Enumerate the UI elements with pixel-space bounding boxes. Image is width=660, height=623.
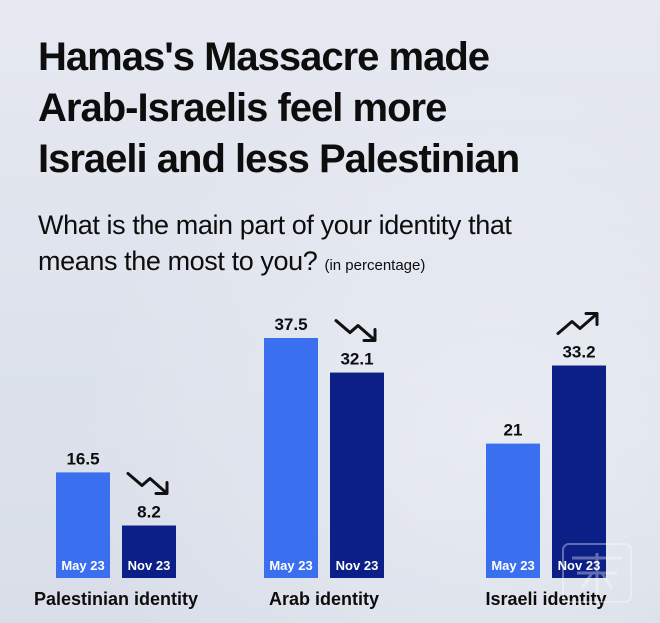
watermark-logo <box>562 543 632 603</box>
category-label: Arab identity <box>269 589 379 609</box>
trend-up-icon <box>556 312 599 336</box>
trend-down-icon <box>126 472 169 496</box>
value-label: 37.5 <box>274 315 307 334</box>
bar-series-label: May 23 <box>269 558 312 573</box>
title-line-1: Hamas's Massacre made <box>38 35 490 79</box>
subtitle-line-1: What is the main part of your identity t… <box>38 210 512 240</box>
bar <box>486 443 540 578</box>
category-label: Israeli identity <box>485 589 606 609</box>
value-label: 32.1 <box>340 350 373 369</box>
value-label: 33.2 <box>562 343 595 362</box>
bar <box>264 338 318 578</box>
bar-series-label: Nov 23 <box>128 558 171 573</box>
bar <box>552 365 606 578</box>
value-label: 16.5 <box>66 449 99 468</box>
value-label: 8.2 <box>137 503 161 522</box>
title-line-3: Israeli and less Palestinian <box>38 137 520 181</box>
bar <box>56 472 110 578</box>
bar-series-label: May 23 <box>491 558 534 573</box>
chart-subtitle: What is the main part of your identity t… <box>38 207 638 284</box>
category-label: Palestinian identity <box>34 589 198 609</box>
bar-series-label: May 23 <box>61 558 104 573</box>
bar <box>122 525 176 578</box>
bar-series-label: Nov 23 <box>558 558 601 573</box>
subtitle-note: (in percentage) <box>324 257 426 274</box>
trend-down-icon <box>334 319 377 343</box>
bar <box>330 372 384 578</box>
title-line-2: Arab-Israelis feel more <box>38 86 447 130</box>
value-label: 21 <box>504 421 523 440</box>
bar-series-label: Nov 23 <box>336 558 379 573</box>
chart-title: Hamas's Massacre made Arab-Israelis feel… <box>38 32 638 185</box>
subtitle-line-2: means the most to you? <box>38 246 318 276</box>
